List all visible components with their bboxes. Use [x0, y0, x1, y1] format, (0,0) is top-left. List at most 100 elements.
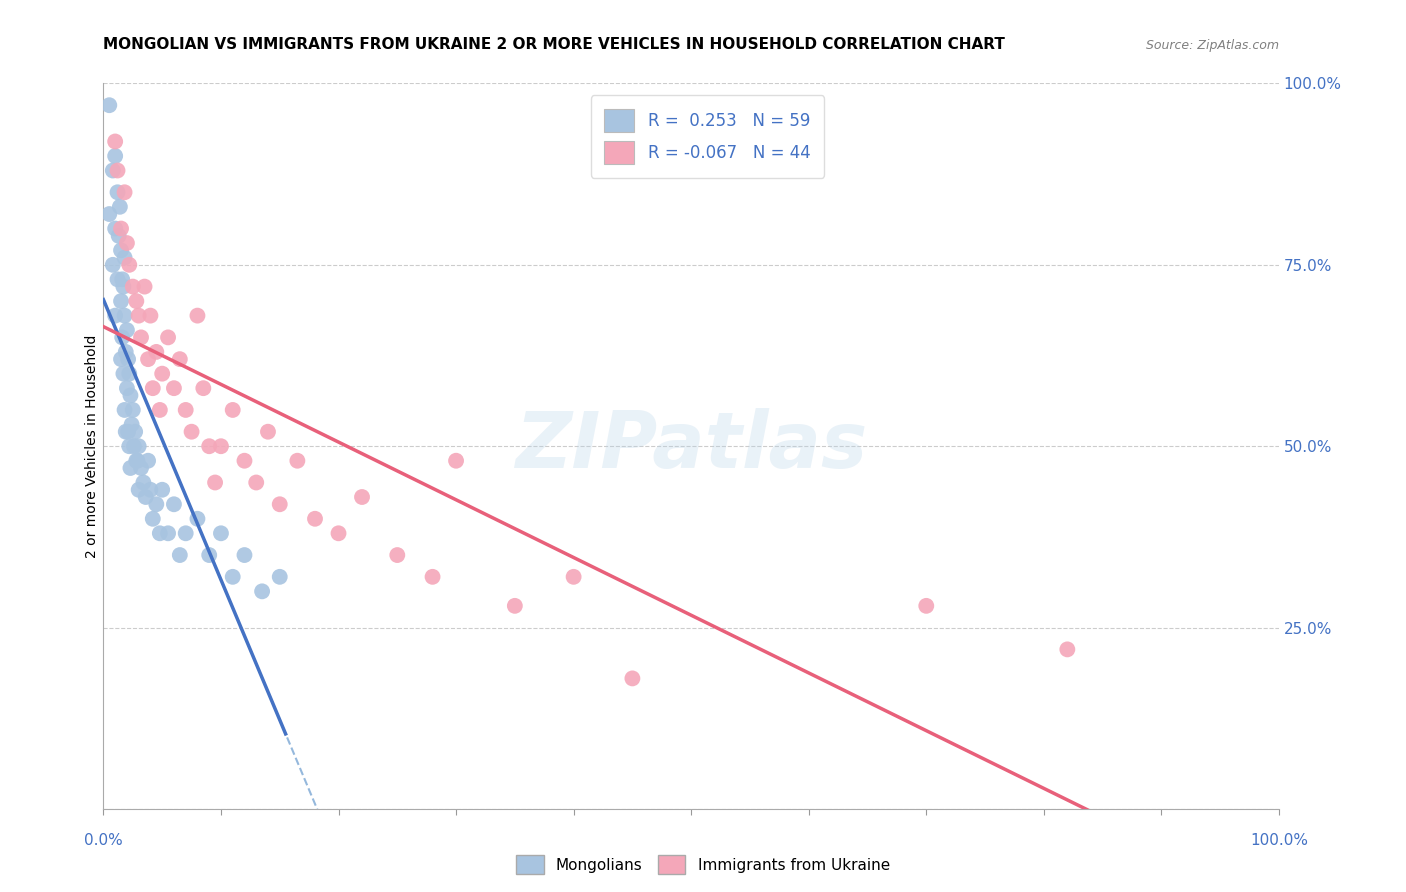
Point — [269, 497, 291, 511]
Point — [233, 548, 256, 562]
Point — [193, 381, 215, 395]
Point — [269, 570, 291, 584]
Point — [150, 367, 173, 381]
Point — [157, 526, 180, 541]
Point — [98, 207, 121, 221]
Point — [621, 672, 644, 686]
Point — [157, 330, 180, 344]
Point — [125, 294, 148, 309]
Point — [145, 497, 167, 511]
Point — [422, 570, 444, 584]
Point — [304, 512, 326, 526]
Point — [149, 403, 172, 417]
Point — [145, 345, 167, 359]
Point — [350, 490, 373, 504]
Point — [387, 548, 409, 562]
Point — [107, 186, 129, 200]
Point — [257, 425, 280, 439]
Point — [233, 454, 256, 468]
Point — [128, 439, 150, 453]
Point — [444, 454, 467, 468]
Point — [134, 279, 156, 293]
Point — [111, 330, 134, 344]
Point — [142, 512, 165, 526]
Legend: Mongolians, Immigrants from Ukraine: Mongolians, Immigrants from Ukraine — [510, 849, 896, 880]
Point — [101, 258, 124, 272]
Point — [112, 279, 135, 293]
Point — [104, 135, 127, 149]
Text: 0.0%: 0.0% — [84, 833, 122, 847]
Point — [121, 403, 143, 417]
Text: MONGOLIAN VS IMMIGRANTS FROM UKRAINE 2 OR MORE VEHICLES IN HOUSEHOLD CORRELATION: MONGOLIAN VS IMMIGRANTS FROM UKRAINE 2 O… — [104, 37, 1005, 53]
Point — [149, 526, 172, 541]
Point — [117, 425, 139, 439]
Point — [204, 475, 226, 490]
Point — [118, 439, 141, 453]
Point — [245, 475, 267, 490]
Point — [163, 497, 186, 511]
Point — [111, 272, 134, 286]
Point — [562, 570, 585, 584]
Point — [186, 512, 208, 526]
Point — [169, 352, 191, 367]
Point — [112, 367, 135, 381]
Point — [503, 599, 526, 613]
Point — [110, 294, 132, 309]
Point — [104, 221, 127, 235]
Point — [115, 235, 138, 250]
Text: Source: ZipAtlas.com: Source: ZipAtlas.com — [1146, 39, 1279, 53]
Point — [114, 425, 136, 439]
Point — [107, 163, 129, 178]
Point — [118, 367, 141, 381]
Point — [250, 584, 273, 599]
Point — [169, 548, 191, 562]
Point — [915, 599, 938, 613]
Point — [110, 221, 132, 235]
Point — [110, 352, 132, 367]
Point — [209, 439, 232, 453]
Point — [120, 461, 142, 475]
Point — [136, 352, 159, 367]
Text: ZIPatlas: ZIPatlas — [515, 409, 868, 484]
Text: 100.0%: 100.0% — [1250, 833, 1308, 847]
Point — [287, 454, 309, 468]
Point — [135, 490, 157, 504]
Point — [114, 186, 136, 200]
Point — [163, 381, 186, 395]
Point — [114, 309, 136, 323]
Point — [132, 475, 155, 490]
Point — [209, 526, 232, 541]
Point — [104, 309, 127, 323]
Point — [124, 425, 146, 439]
Legend: R =  0.253   N = 59, R = -0.067   N = 44: R = 0.253 N = 59, R = -0.067 N = 44 — [591, 95, 824, 178]
Point — [150, 483, 173, 497]
Point — [129, 461, 152, 475]
Point — [120, 388, 142, 402]
Y-axis label: 2 or more Vehicles in Household: 2 or more Vehicles in Household — [86, 334, 100, 558]
Point — [107, 228, 129, 243]
Point — [128, 309, 150, 323]
Point — [129, 330, 152, 344]
Point — [128, 483, 150, 497]
Point — [115, 323, 138, 337]
Point — [136, 454, 159, 468]
Point — [198, 439, 221, 453]
Point — [127, 454, 149, 468]
Point — [121, 279, 143, 293]
Point — [122, 439, 145, 453]
Point — [117, 352, 139, 367]
Point — [174, 403, 197, 417]
Point — [98, 98, 121, 112]
Point — [104, 149, 127, 163]
Point — [114, 403, 136, 417]
Point — [1056, 642, 1078, 657]
Point — [222, 403, 245, 417]
Point — [110, 244, 132, 258]
Point — [186, 309, 208, 323]
Point — [198, 548, 221, 562]
Point — [222, 570, 245, 584]
Point — [108, 200, 131, 214]
Point — [114, 251, 136, 265]
Point — [118, 258, 141, 272]
Point — [328, 526, 350, 541]
